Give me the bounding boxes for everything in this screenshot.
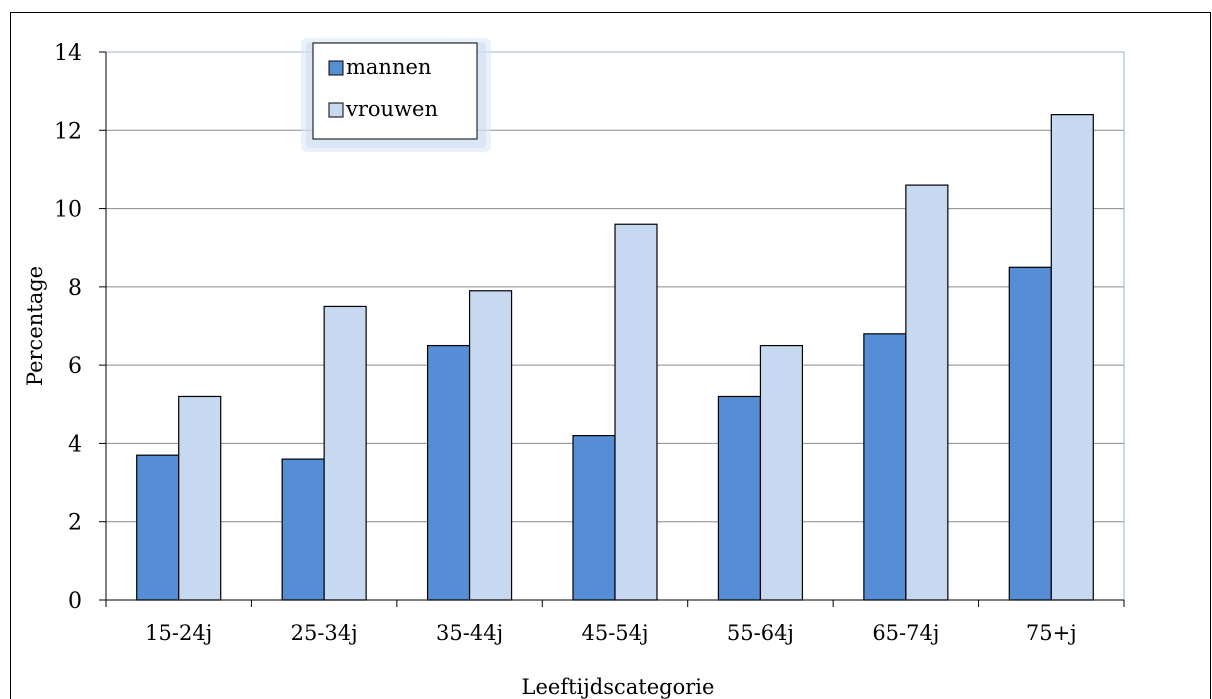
x-tick-label: 75+j — [1026, 621, 1077, 645]
x-tick-label: 15-24j — [145, 621, 212, 645]
y-tick-label: 8 — [68, 276, 82, 301]
y-tick-label: 6 — [68, 354, 82, 379]
bar-vrouwen-45-54j — [614, 223, 658, 601]
legend-box — [312, 42, 478, 140]
bar-vrouwen-15-24j — [178, 395, 222, 601]
bar-mannen-25-34j — [281, 458, 325, 601]
y-tick-label: 10 — [54, 198, 82, 223]
bar-mannen-55-64j — [717, 395, 762, 601]
legend-swatch-vrouwen — [328, 102, 344, 118]
y-axis-label: Percentage — [23, 266, 47, 386]
x-tick-label: 45-54j — [581, 621, 648, 645]
bar-mannen-65-74j — [863, 333, 907, 601]
y-tick-label: 4 — [68, 432, 82, 457]
y-tick-label: 12 — [54, 119, 82, 144]
bar-mannen-45-54j — [572, 435, 616, 601]
x-tick-label: 65-74j — [872, 621, 939, 645]
x-axis-label: Leeftijdscategorie — [522, 675, 715, 699]
bar-mannen-35-44j — [426, 344, 471, 601]
bar-vrouwen-55-64j — [759, 344, 804, 601]
y-tick-labels: 0 2 4 6 8 10 12 14 — [54, 41, 82, 614]
y-tick-label: 14 — [54, 41, 82, 66]
bar-vrouwen-35-44j — [468, 290, 513, 601]
x-tick-labels: 15-24j 25-34j 35-44j 45-54j 55-64j 65-74j 75+j — [145, 621, 1077, 645]
chart-frame — [10, 12, 1211, 699]
bar-mannen-75+j — [1008, 266, 1052, 601]
x-tick-label: 25-34j — [291, 621, 358, 645]
bars-group — [136, 114, 1094, 601]
legend-label-mannen: mannen — [346, 55, 431, 79]
legend-swatch-mannen — [328, 60, 344, 76]
legend: mannen vrouwen — [301, 38, 491, 152]
y-tick-label: 2 — [68, 511, 82, 536]
axes-group — [99, 51, 1125, 607]
x-tick-label: 55-64j — [727, 621, 794, 645]
bar-vrouwen-65-74j — [905, 184, 949, 601]
x-tick-label: 35-44j — [436, 621, 503, 645]
bar-mannen-15-24j — [136, 454, 180, 601]
y-tick-label: 0 — [68, 589, 82, 614]
legend-label-vrouwen: vrouwen — [345, 97, 438, 121]
bar-vrouwen-25-34j — [323, 305, 367, 601]
bar-vrouwen-75+j — [1050, 114, 1094, 601]
